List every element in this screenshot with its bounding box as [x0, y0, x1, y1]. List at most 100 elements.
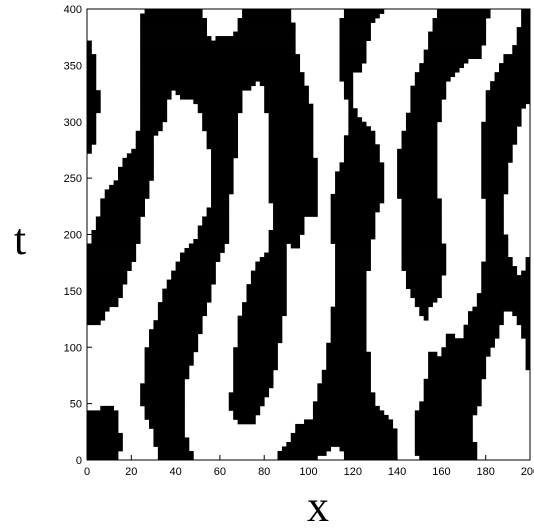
heatmap-cell [140, 103, 168, 109]
heatmap-cell [401, 139, 438, 145]
heatmap-cell [339, 54, 367, 60]
heatmap-cell [330, 239, 371, 244]
heatmap-cell [321, 378, 371, 384]
heatmap-cell [140, 401, 185, 407]
heatmap-cell [414, 302, 433, 308]
heatmap-cell [175, 90, 243, 96]
heatmap-cell [405, 121, 438, 127]
heatmap-cell [481, 266, 518, 271]
heatmap-cell [140, 90, 172, 96]
heatmap-cell [87, 293, 123, 299]
heatmap-cell [481, 144, 513, 150]
heatmap-cell [91, 229, 141, 235]
heatmap-cell [343, 455, 398, 461]
heatmap-cell [162, 293, 212, 299]
heatmap-cell [255, 266, 287, 271]
heatmap-cell [401, 198, 442, 204]
heatmap-cell [343, 148, 380, 154]
heatmap-cell [397, 166, 438, 172]
heatmap-cell [268, 184, 318, 190]
heatmap-cell [419, 401, 482, 407]
heatmap-cell [414, 72, 456, 78]
heatmap-cell [330, 315, 367, 321]
heatmap-cell [233, 31, 296, 37]
heatmap-cell [268, 126, 314, 132]
y-tick-label: 400 [64, 4, 82, 16]
heatmap-cell [188, 243, 225, 249]
heatmap-cell [237, 324, 283, 330]
heatmap-cell [419, 306, 429, 312]
heatmap-cell [481, 171, 509, 177]
heatmap-cell [485, 239, 509, 244]
heatmap-cell [467, 315, 504, 321]
heatmap-cell [295, 423, 394, 429]
heatmap-cell [149, 419, 185, 425]
heatmap-cell [414, 419, 473, 425]
heatmap-cell [250, 279, 287, 285]
heatmap-cell [339, 63, 363, 69]
heatmap-cell [87, 40, 92, 46]
heatmap-cell [414, 446, 478, 452]
heatmap-cell [343, 90, 354, 96]
heatmap-cell [197, 234, 230, 240]
heatmap-cell [264, 90, 309, 96]
heatmap-cell [277, 450, 327, 456]
heatmap-cell [118, 175, 154, 181]
heatmap-cell [206, 144, 239, 150]
heatmap-cell [87, 302, 119, 308]
heatmap-cell [525, 351, 531, 357]
heatmap-cells [87, 9, 531, 461]
heatmap-cell [339, 45, 367, 50]
heatmap-cell [312, 401, 376, 407]
heatmap-cell [414, 410, 478, 416]
heatmap-cell [290, 243, 301, 249]
heatmap-cell [521, 329, 531, 335]
heatmap-cell [335, 252, 371, 258]
heatmap-cell [516, 36, 531, 41]
heatmap-cell [211, 153, 239, 159]
heatmap-cell [405, 275, 442, 280]
heatmap-cell [481, 139, 518, 145]
heatmap-cell [144, 374, 190, 380]
heatmap-cell [268, 157, 318, 163]
heatmap-cell [335, 257, 371, 262]
heatmap-cell [419, 405, 478, 411]
heatmap-cell [87, 90, 101, 96]
heatmap-cell [397, 171, 438, 177]
heatmap-cell [335, 302, 367, 308]
heatmap-cell [113, 180, 150, 186]
heatmap-cell [512, 45, 531, 50]
heatmap-cell [246, 288, 287, 294]
heatmap-cell [211, 166, 234, 172]
heatmap-cell [87, 130, 97, 136]
heatmap-cell [268, 193, 318, 199]
heatmap-cell [228, 396, 265, 402]
heatmap-cell [149, 423, 185, 429]
heatmap-cell [445, 338, 495, 344]
heatmap-cell [202, 117, 239, 123]
heatmap-cell [237, 22, 296, 28]
heatmap-cell [202, 112, 239, 118]
x-tick-label: 160 [432, 466, 450, 478]
heatmap-cell [140, 126, 163, 132]
heatmap-cell [339, 36, 371, 41]
heatmap-cell [445, 342, 495, 348]
y-axis-label: t [14, 215, 26, 264]
heatmap-cell [423, 54, 482, 60]
heatmap-cell [140, 13, 203, 19]
heatmap-cell [481, 261, 513, 267]
heatmap-cell [410, 108, 442, 114]
heatmap-cell [87, 266, 132, 271]
heatmap-cell [423, 387, 482, 393]
heatmap-cell [326, 351, 371, 357]
heatmap-cell [184, 248, 225, 253]
heatmap-cell [237, 18, 292, 23]
heatmap-cell [335, 279, 367, 285]
heatmap-cell [268, 139, 314, 145]
heatmap-cell [348, 108, 358, 114]
heatmap-cell [485, 103, 526, 109]
heatmap-cell [277, 455, 318, 461]
heatmap-cell [401, 207, 442, 213]
heatmap-cell [330, 216, 376, 222]
heatmap-cell [126, 153, 154, 159]
